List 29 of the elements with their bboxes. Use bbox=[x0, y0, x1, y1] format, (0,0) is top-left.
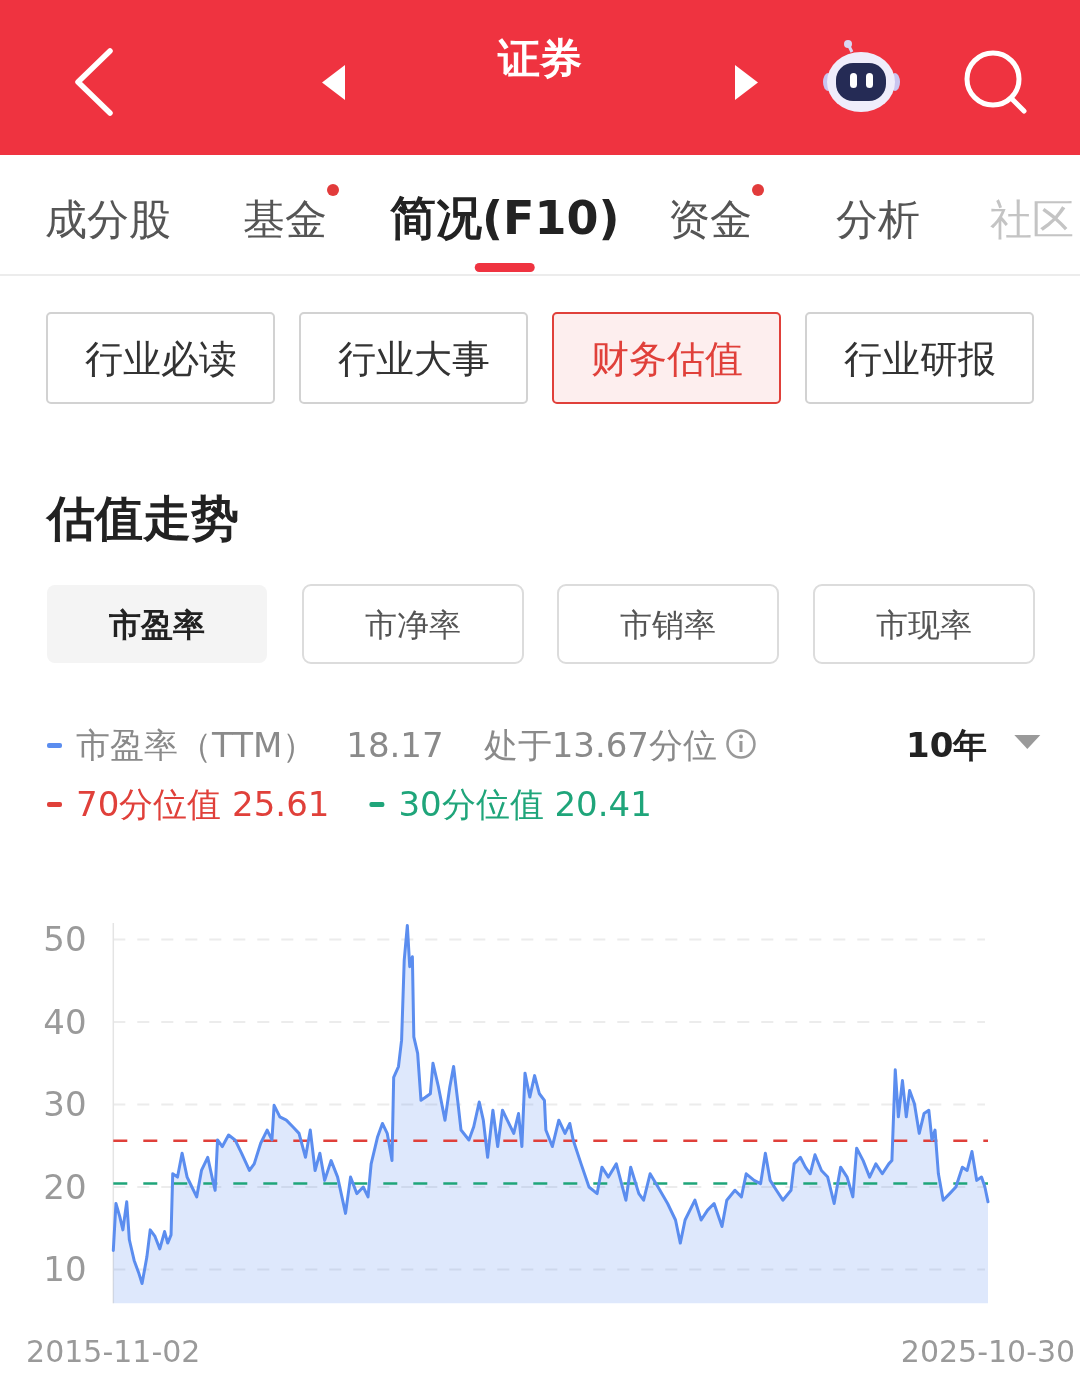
text: 资金 bbox=[668, 195, 752, 244]
toggle-button: 市净率 bbox=[302, 584, 524, 664]
toggle-button: 市现率 bbox=[813, 584, 1035, 664]
x-tick-label: 2025-10-30 bbox=[900, 1334, 1076, 1369]
text: 分析 bbox=[836, 195, 920, 244]
text: 处于13.67分位 bbox=[483, 725, 717, 765]
button: 行业研报 bbox=[805, 312, 1034, 404]
chart-title: 估值走势 bbox=[45, 490, 239, 546]
legend-label: 市盈率（TTM） bbox=[76, 725, 317, 765]
y-tick-label: 10 bbox=[43, 1249, 87, 1290]
y-tick-label: 40 bbox=[43, 1001, 87, 1042]
text: 简况(F10) bbox=[389, 191, 620, 245]
text: 10年 bbox=[906, 725, 988, 765]
text: 基金 bbox=[243, 195, 327, 244]
button: 行业大事 bbox=[299, 312, 528, 404]
button: 财务估值 bbox=[552, 312, 781, 404]
y-tick-label: 50 bbox=[43, 919, 87, 960]
text: 成分股 bbox=[45, 195, 171, 244]
x-tick-label: 2015-11-02 bbox=[26, 1334, 201, 1369]
legend-label: 30分位值 20.41 bbox=[398, 784, 652, 824]
button: 行业必读 bbox=[46, 312, 275, 404]
text: 证券 bbox=[497, 34, 582, 83]
toggle-button: 市盈率 bbox=[47, 585, 267, 663]
text: 18.17 bbox=[346, 725, 444, 765]
y-tick-label: 20 bbox=[43, 1166, 87, 1207]
toggle-button: 市销率 bbox=[557, 584, 779, 664]
y-tick-label: 30 bbox=[43, 1084, 87, 1125]
legend-label: 70分位值 25.61 bbox=[76, 784, 330, 824]
text: 社区 bbox=[990, 195, 1074, 244]
